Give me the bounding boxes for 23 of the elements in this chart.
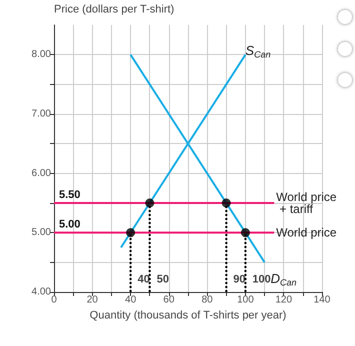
annotation: 50 xyxy=(156,274,169,286)
annotation: 40 xyxy=(138,274,150,286)
y-tick-label: 8.00 xyxy=(32,49,52,60)
x-tick-label: 60 xyxy=(163,294,175,306)
data-label: 5.50 xyxy=(59,189,80,201)
x-tick-label: 120 xyxy=(275,294,292,306)
data-label: 5.00 xyxy=(59,218,80,231)
x-tick-label: 140 xyxy=(314,294,331,306)
y-axis-title: Price (dollars per T-shirt) xyxy=(54,4,174,16)
y-tick-label: 7.00 xyxy=(32,108,52,120)
x-tick-label: 80 xyxy=(202,294,214,306)
x-tick-label: 0 xyxy=(51,294,58,306)
series-label: World price + tariff xyxy=(276,190,337,216)
y-tick-label: 4.00 xyxy=(32,286,52,298)
series-label: World price xyxy=(276,226,337,240)
y-tick-label: 6.00 xyxy=(32,168,52,179)
y-tick-label: 5.00 xyxy=(32,227,52,238)
x-axis-title: Quantity (thousands of T-shirts per year) xyxy=(90,310,286,322)
annotation: 100 xyxy=(252,274,271,286)
x-tick-label: 20 xyxy=(86,294,98,306)
x-tick-label: 100 xyxy=(237,294,254,306)
x-tick-label: 40 xyxy=(125,294,137,306)
annotation: 90 xyxy=(233,274,246,286)
